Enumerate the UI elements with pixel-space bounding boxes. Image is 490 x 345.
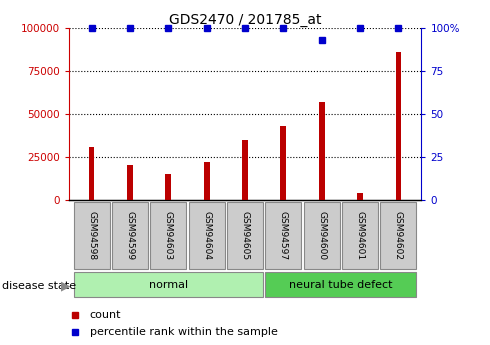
- Bar: [166, 174, 171, 200]
- Bar: [357, 193, 363, 200]
- Bar: [265, 201, 301, 269]
- Text: GSM94605: GSM94605: [241, 211, 249, 260]
- Text: normal: normal: [149, 280, 188, 289]
- Text: ▶: ▶: [61, 279, 71, 292]
- Text: GSM94597: GSM94597: [279, 211, 288, 260]
- Bar: [204, 162, 210, 200]
- Bar: [150, 201, 186, 269]
- Text: GSM94602: GSM94602: [394, 211, 403, 260]
- Bar: [189, 201, 225, 269]
- Text: GSM94601: GSM94601: [356, 211, 365, 260]
- Text: GSM94600: GSM94600: [317, 211, 326, 260]
- Bar: [89, 147, 95, 200]
- Bar: [74, 272, 263, 297]
- Bar: [304, 201, 340, 269]
- Text: percentile rank within the sample: percentile rank within the sample: [90, 327, 277, 337]
- Text: disease state: disease state: [2, 281, 76, 290]
- Text: GSM94604: GSM94604: [202, 211, 211, 260]
- Bar: [342, 201, 378, 269]
- Bar: [380, 201, 416, 269]
- Bar: [242, 140, 248, 200]
- Bar: [280, 126, 286, 200]
- Text: GSM94599: GSM94599: [125, 211, 134, 260]
- Text: count: count: [90, 310, 121, 320]
- Bar: [74, 201, 110, 269]
- Bar: [265, 272, 416, 297]
- Bar: [227, 201, 263, 269]
- Text: neural tube defect: neural tube defect: [289, 280, 392, 289]
- Text: GSM94603: GSM94603: [164, 211, 173, 260]
- Bar: [395, 52, 401, 200]
- Bar: [112, 201, 148, 269]
- Text: GSM94598: GSM94598: [87, 211, 96, 260]
- Bar: [127, 165, 133, 200]
- Title: GDS2470 / 201785_at: GDS2470 / 201785_at: [169, 12, 321, 27]
- Bar: [319, 102, 324, 200]
